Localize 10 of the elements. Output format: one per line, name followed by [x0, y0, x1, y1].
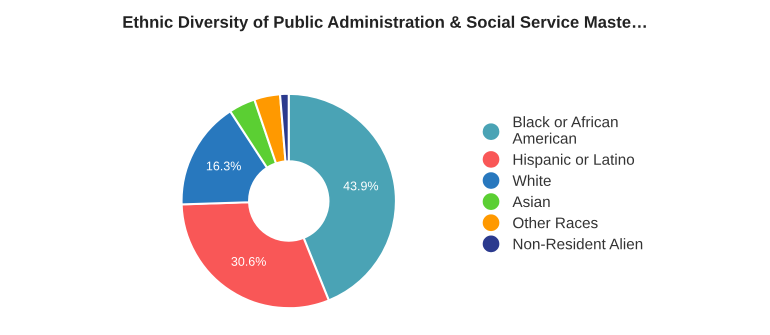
legend-label: Asian [512, 196, 550, 208]
legend-label: Non-Resident Alien [514, 238, 642, 250]
data-label: 43.9% [343, 182, 378, 190]
legend-label: Other Races [513, 217, 598, 228]
chart-title: Ethnic Diversity of Public Administration & Social Service Maste… [123, 16, 646, 32]
legend-label: Black or African American [512, 116, 618, 144]
data-label: 16.3% [206, 162, 241, 170]
data-label: 30.6% [231, 257, 266, 266]
legend-label: Hispanic or Latino [514, 154, 634, 168]
legend-label: White [512, 174, 551, 186]
